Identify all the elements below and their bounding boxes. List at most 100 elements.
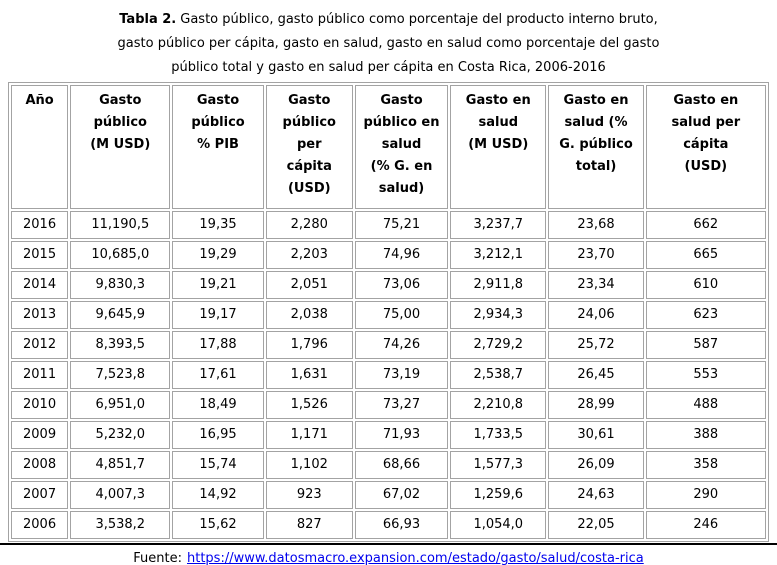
data-cell: 290	[645, 481, 766, 509]
data-cell: 11,190,5	[70, 211, 171, 239]
data-cell: 9,830,3	[70, 271, 171, 299]
data-cell: 4,007,3	[70, 481, 171, 509]
year-cell: 2012	[11, 331, 69, 359]
header-row: Año Gasto público (M USD) Gasto público …	[11, 85, 766, 209]
year-cell: 2015	[11, 241, 69, 269]
data-cell: 75,00	[354, 301, 449, 329]
data-cell: 623	[645, 301, 766, 329]
data-cell: 28,99	[548, 391, 644, 419]
table-row: 2010 6,951,0 18,49 1,526 73,27 2,210,8 2…	[11, 391, 766, 419]
data-cell: 73,27	[354, 391, 449, 419]
data-cell: 2,203	[265, 241, 353, 269]
data-table: Año Gasto público (M USD) Gasto público …	[8, 82, 769, 542]
table-row: 2016 11,190,5 19,35 2,280 75,21 3,237,7 …	[11, 211, 766, 239]
data-cell: 2,038	[265, 301, 353, 329]
col-header-gasto-publico-per-capita: Gasto público per cápita (USD)	[265, 85, 353, 209]
data-cell: 827	[265, 511, 353, 539]
data-cell: 68,66	[354, 451, 449, 479]
source-link[interactable]: https://www.datosmacro.expansion.com/est…	[187, 551, 644, 565]
data-cell: 2,934,3	[450, 301, 547, 329]
data-cell: 19,21	[172, 271, 264, 299]
data-cell: 24,63	[548, 481, 644, 509]
source-label: Fuente:	[133, 551, 182, 565]
data-cell: 2,538,7	[450, 361, 547, 389]
data-cell: 26,45	[548, 361, 644, 389]
data-cell: 246	[645, 511, 766, 539]
col-header-gasto-en-salud-pct: Gasto en salud (% G. público total)	[548, 85, 644, 209]
data-cell: 9,645,9	[70, 301, 171, 329]
data-cell: 30,61	[548, 421, 644, 449]
data-cell: 1,631	[265, 361, 353, 389]
data-cell: 19,35	[172, 211, 264, 239]
year-cell: 2007	[11, 481, 69, 509]
data-cell: 71,93	[354, 421, 449, 449]
data-cell: 7,523,8	[70, 361, 171, 389]
year-cell: 2014	[11, 271, 69, 299]
caption-line-3: público total y gasto en salud per cápit…	[171, 60, 606, 75]
data-cell: 25,72	[548, 331, 644, 359]
table-row: 2008 4,851,7 15,74 1,102 68,66 1,577,3 2…	[11, 451, 766, 479]
data-cell: 23,34	[548, 271, 644, 299]
table-row: 2013 9,645,9 19,17 2,038 75,00 2,934,3 2…	[11, 301, 766, 329]
table-number-label: Tabla 2.	[119, 12, 177, 27]
table-caption: Tabla 2. Gasto público, gasto público com…	[0, 0, 777, 80]
data-cell: 67,02	[354, 481, 449, 509]
col-header-gasto-en-salud-per-capita: Gasto en salud per cápita (USD)	[645, 85, 766, 209]
col-header-gasto-publico: Gasto público (M USD)	[70, 85, 171, 209]
year-cell: 2013	[11, 301, 69, 329]
data-cell: 923	[265, 481, 353, 509]
data-cell: 18,49	[172, 391, 264, 419]
table-row: 2012 8,393,5 17,88 1,796 74,26 2,729,2 2…	[11, 331, 766, 359]
data-cell: 587	[645, 331, 766, 359]
data-cell: 14,92	[172, 481, 264, 509]
data-cell: 19,17	[172, 301, 264, 329]
data-cell: 8,393,5	[70, 331, 171, 359]
data-cell: 15,62	[172, 511, 264, 539]
year-cell: 2010	[11, 391, 69, 419]
data-cell: 1,054,0	[450, 511, 547, 539]
data-cell: 1,102	[265, 451, 353, 479]
data-cell: 3,237,7	[450, 211, 547, 239]
table-row: 2015 10,685,0 19,29 2,203 74,96 3,212,1 …	[11, 241, 766, 269]
data-cell: 19,29	[172, 241, 264, 269]
data-cell: 1,796	[265, 331, 353, 359]
col-header-gasto-en-salud: Gasto en salud (M USD)	[450, 85, 547, 209]
data-cell: 5,232,0	[70, 421, 171, 449]
data-cell: 388	[645, 421, 766, 449]
data-cell: 1,733,5	[450, 421, 547, 449]
col-header-gasto-publico-pib: Gasto público % PIB	[172, 85, 264, 209]
data-cell: 26,09	[548, 451, 644, 479]
data-cell: 553	[645, 361, 766, 389]
data-cell: 1,526	[265, 391, 353, 419]
source-line: Fuente: https://www.datosmacro.expansion.…	[0, 550, 777, 565]
data-cell: 22,05	[548, 511, 644, 539]
table-row: 2007 4,007,3 14,92 923 67,02 1,259,6 24,…	[11, 481, 766, 509]
data-cell: 74,26	[354, 331, 449, 359]
data-cell: 23,70	[548, 241, 644, 269]
caption-line-1: Tabla 2. Gasto público, gasto público com…	[0, 8, 777, 32]
table-row: 2006 3,538,2 15,62 827 66,93 1,054,0 22,…	[11, 511, 766, 539]
data-cell: 73,06	[354, 271, 449, 299]
data-cell: 16,95	[172, 421, 264, 449]
data-cell: 3,212,1	[450, 241, 547, 269]
horizontal-rule	[0, 543, 777, 545]
year-cell: 2016	[11, 211, 69, 239]
data-cell: 610	[645, 271, 766, 299]
table-row: 2011 7,523,8 17,61 1,631 73,19 2,538,7 2…	[11, 361, 766, 389]
data-cell: 75,21	[354, 211, 449, 239]
data-cell: 665	[645, 241, 766, 269]
table-row: 2014 9,830,3 19,21 2,051 73,06 2,911,8 2…	[11, 271, 766, 299]
data-cell: 74,96	[354, 241, 449, 269]
data-cell: 10,685,0	[70, 241, 171, 269]
data-cell: 1,171	[265, 421, 353, 449]
data-cell: 6,951,0	[70, 391, 171, 419]
data-cell: 662	[645, 211, 766, 239]
year-cell: 2006	[11, 511, 69, 539]
data-cell: 358	[645, 451, 766, 479]
year-cell: 2009	[11, 421, 69, 449]
data-cell: 23,68	[548, 211, 644, 239]
table-row: 2009 5,232,0 16,95 1,171 71,93 1,733,5 3…	[11, 421, 766, 449]
data-cell: 2,051	[265, 271, 353, 299]
data-cell: 73,19	[354, 361, 449, 389]
caption-line-2: gasto público per cápita, gasto en salud…	[117, 36, 660, 51]
